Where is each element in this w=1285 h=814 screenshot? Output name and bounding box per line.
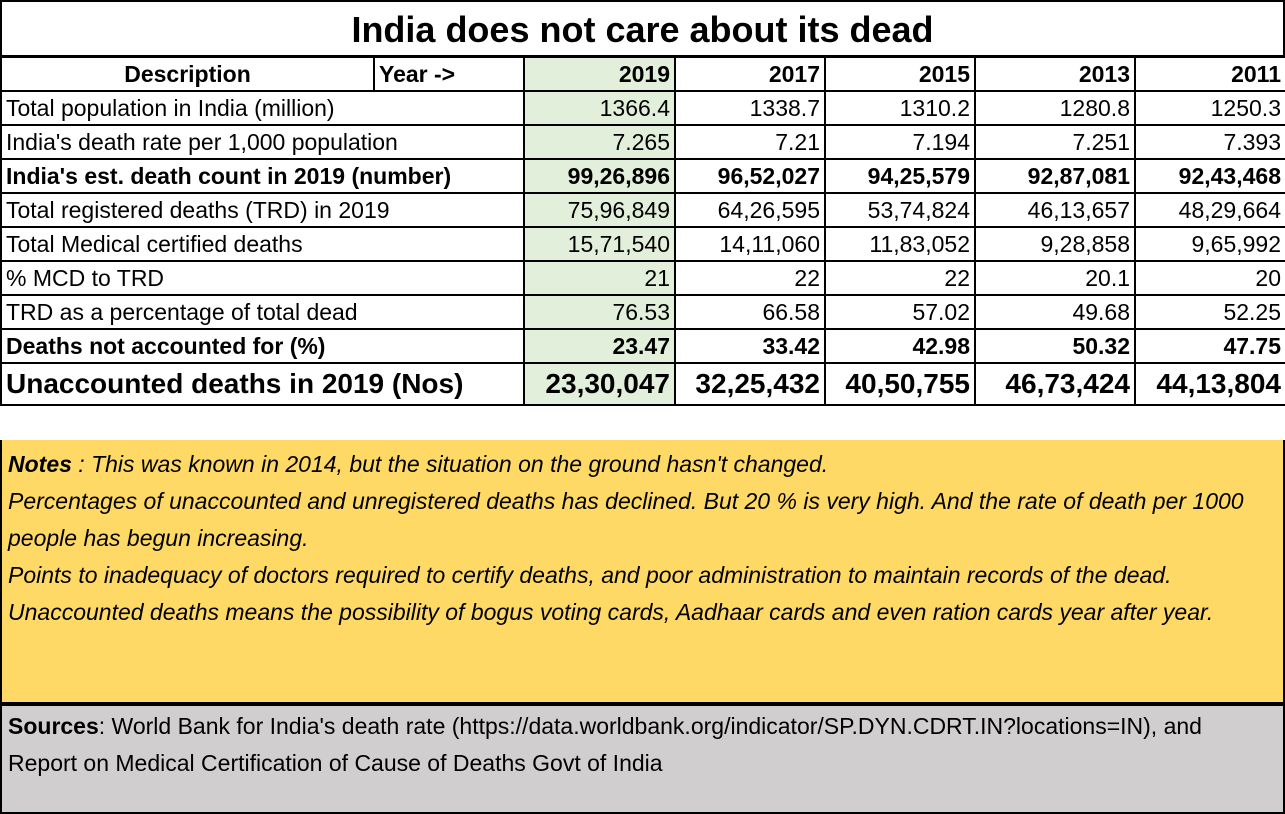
cell-value: 9,65,992 (1134, 226, 1285, 262)
row-label: India's est. death count in 2019 (number… (0, 158, 525, 194)
cell-value: 75,96,849 (523, 192, 676, 228)
cell-value: 7.393 (1134, 124, 1285, 160)
table-row: Total registered deaths (TRD) in 2019 75,… (0, 192, 1285, 228)
notes-line-4: Unaccounted deaths means the possibility… (8, 599, 1214, 625)
cell-value: 9,28,858 (974, 226, 1136, 262)
cell-value: 94,25,579 (824, 158, 976, 194)
cell-value: 7.251 (974, 124, 1136, 160)
header-year-2015: 2015 (824, 56, 976, 92)
table-row: Unaccounted deaths in 2019 (Nos) 23,30,04… (0, 362, 1285, 406)
cell-value: 1338.7 (674, 90, 826, 126)
row-label: Unaccounted deaths in 2019 (Nos) (0, 362, 525, 406)
cell-value: 7.265 (523, 124, 676, 160)
notes-first: : This was known in 2014, but the situat… (71, 451, 829, 477)
notes-line-1: Notes : This was known in 2014, but the … (8, 446, 1277, 483)
table-row: Deaths not accounted for (%) 23.47 33.42 42… (0, 328, 1285, 364)
header-year-2019: 2019 (523, 56, 676, 92)
cell-value: 14,11,060 (674, 226, 826, 262)
cell-value: 64,26,595 (674, 192, 826, 228)
cell-value: 44,13,804 (1134, 362, 1285, 406)
table-row: Total population in India (million) 1366.… (0, 90, 1285, 126)
cell-value: 22 (674, 260, 826, 296)
row-label: Total registered deaths (TRD) in 2019 (0, 192, 525, 228)
table-title: India does not care about its dead (0, 0, 1285, 57)
cell-value: 92,87,081 (974, 158, 1136, 194)
cell-value: 66.58 (674, 294, 826, 330)
cell-value: 1250.3 (1134, 90, 1285, 126)
cell-value: 23,30,047 (523, 362, 676, 406)
cell-value: 42.98 (824, 328, 976, 364)
cell-value: 49.68 (974, 294, 1136, 330)
cell-value: 92,43,468 (1134, 158, 1285, 194)
table-row: TRD as a percentage of total dead 76.53 66… (0, 294, 1285, 330)
header-description: Description (0, 56, 375, 92)
notes-line-3: Points to inadequacy of doctors required… (8, 562, 1172, 588)
cell-value: 7.194 (824, 124, 976, 160)
header-row: Description Year -> 2019 2017 2015 2013 … (0, 56, 1285, 92)
cell-value: 46,13,657 (974, 192, 1136, 228)
table-row: % MCD to TRD 21 22 22 20.1 20 (0, 260, 1285, 296)
cell-value: 76.53 (523, 294, 676, 330)
cell-value: 52.25 (1134, 294, 1285, 330)
notes-label: Notes (8, 451, 72, 477)
cell-value: 33.42 (674, 328, 826, 364)
cell-value: 50.32 (974, 328, 1136, 364)
table-body: Total population in India (million) 1366.… (0, 90, 1285, 406)
cell-value: 1366.4 (523, 90, 676, 126)
header-year-2011: 2011 (1134, 56, 1285, 92)
cell-value: 1310.2 (824, 90, 976, 126)
row-label: % MCD to TRD (0, 260, 525, 296)
cell-value: 57.02 (824, 294, 976, 330)
cell-value: 22 (824, 260, 976, 296)
cell-value: 99,26,896 (523, 158, 676, 194)
sources-box: Sources: World Bank for India's death ra… (0, 704, 1285, 814)
table-row: Total Medical certified deaths 15,71,540 1… (0, 226, 1285, 262)
cell-value: 53,74,824 (824, 192, 976, 228)
cell-value: 46,73,424 (974, 362, 1136, 406)
cell-value: 47.75 (1134, 328, 1285, 364)
notes-line-2: Percentages of unaccounted and unregiste… (8, 488, 1244, 551)
cell-value: 96,52,027 (674, 158, 826, 194)
header-year-2013: 2013 (974, 56, 1136, 92)
row-label: India's death rate per 1,000 population (0, 124, 525, 160)
notes-box: Notes : This was known in 2014, but the … (0, 440, 1285, 704)
row-label: Total population in India (million) (0, 90, 525, 126)
cell-value: 1280.8 (974, 90, 1136, 126)
row-label: Deaths not accounted for (%) (0, 328, 525, 364)
sources-text: : World Bank for India's death rate (htt… (8, 713, 1202, 776)
cell-value: 48,29,664 (1134, 192, 1285, 228)
row-label: TRD as a percentage of total dead (0, 294, 525, 330)
header-year-arrow: Year -> (373, 56, 525, 92)
cell-value: 32,25,432 (674, 362, 826, 406)
cell-value: 7.21 (674, 124, 826, 160)
table-row: India's death rate per 1,000 population 7… (0, 124, 1285, 160)
cell-value: 11,83,052 (824, 226, 976, 262)
data-table: Description Year -> 2019 2017 2015 2013 … (0, 56, 1285, 406)
cell-value: 21 (523, 260, 676, 296)
table-row: India's est. death count in 2019 (number… (0, 158, 1285, 194)
cell-value: 15,71,540 (523, 226, 676, 262)
row-label: Total Medical certified deaths (0, 226, 525, 262)
header-year-2017: 2017 (674, 56, 826, 92)
cell-value: 40,50,755 (824, 362, 976, 406)
sources-label: Sources (8, 713, 99, 739)
cell-value: 20.1 (974, 260, 1136, 296)
cell-value: 23.47 (523, 328, 676, 364)
cell-value: 20 (1134, 260, 1285, 296)
